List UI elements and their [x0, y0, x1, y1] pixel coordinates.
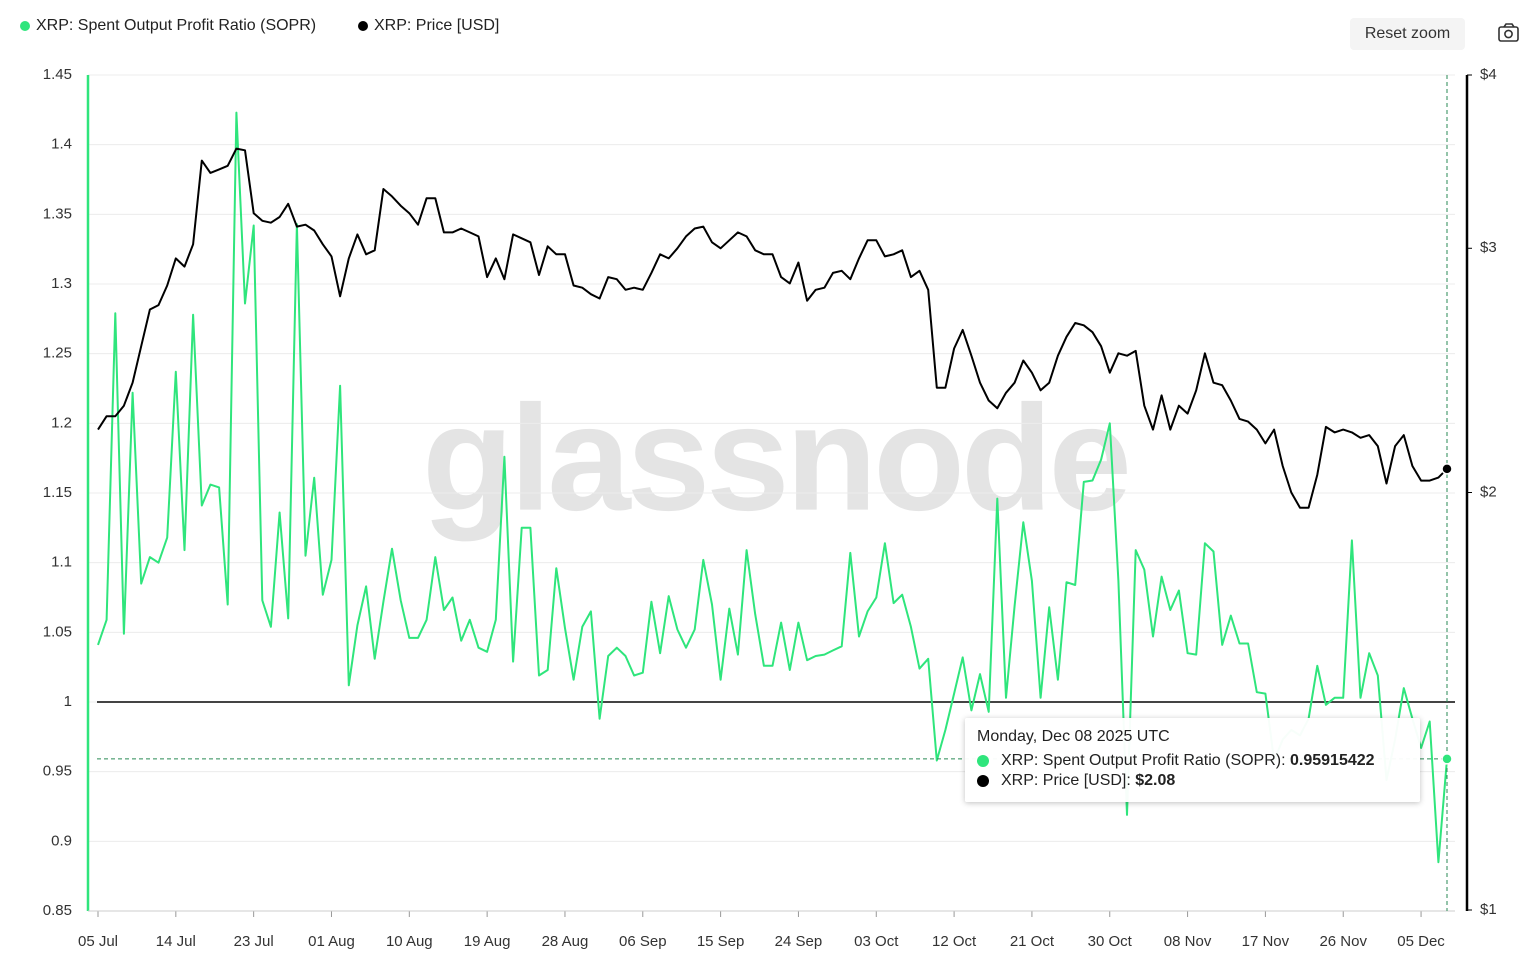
legend-label: XRP: Spent Output Profit Ratio (SOPR): [36, 17, 316, 34]
y-tick-label: 1.4: [51, 136, 72, 153]
y-tick-label: 0.9: [51, 832, 72, 849]
hover-point: [1441, 463, 1453, 475]
y2-tick-label: $4: [1480, 66, 1497, 83]
y2-tick-label: $1: [1480, 901, 1497, 918]
y-tick-label: 1.2: [51, 414, 72, 431]
x-tick-label: 05 Jul: [78, 933, 118, 950]
watermark: glassnode: [422, 374, 1128, 542]
y-tick-label: 1.15: [43, 484, 72, 501]
tooltip-value: $2.08: [1135, 772, 1176, 789]
series-line: [97, 147, 1448, 509]
x-tick-label: 01 Aug: [308, 933, 355, 950]
x-tick-label: 03 Oct: [854, 933, 899, 950]
tooltip-dot: [977, 775, 989, 787]
x-tick-label: 08 Nov: [1164, 933, 1212, 950]
x-tick-label: 26 Nov: [1319, 933, 1367, 950]
y-tick-label: 1.25: [43, 345, 72, 362]
y-tick-label: 1.45: [43, 66, 72, 83]
tooltip-row: XRP: Spent Output Profit Ratio (SOPR)0.9…: [977, 751, 1408, 771]
tooltip-dot: [977, 755, 989, 767]
y2-tick-label: $2: [1480, 483, 1497, 500]
x-tick-label: 30 Oct: [1088, 933, 1133, 950]
camera-icon[interactable]: [1498, 23, 1519, 42]
x-tick-label: 21 Oct: [1010, 933, 1055, 950]
y-tick-label: 0.85: [43, 902, 72, 919]
x-tick-label: 06 Sep: [619, 933, 667, 950]
y-tick-label: 1: [64, 693, 72, 710]
x-tick-label: 12 Oct: [932, 933, 977, 950]
tooltip-row: XRP: Price [USD]$2.08: [977, 771, 1408, 791]
y2-tick-label: $3: [1480, 239, 1497, 256]
y-tick-label: 1.35: [43, 205, 72, 222]
y-tick-label: 1.1: [51, 554, 72, 571]
legend-marker: [358, 21, 368, 31]
x-tick-label: 24 Sep: [775, 933, 823, 950]
x-tick-label: 15 Sep: [697, 933, 745, 950]
legend-marker: [20, 21, 30, 31]
x-tick-label: 23 Jul: [234, 933, 274, 950]
x-tick-label: 17 Nov: [1242, 933, 1290, 950]
x-tick-label: 19 Aug: [464, 933, 511, 950]
x-tick-label: 14 Jul: [156, 933, 196, 950]
tooltip-title: Monday, Dec 08 2025 UTC: [977, 728, 1170, 745]
y-tick-label: 0.95: [43, 763, 72, 780]
legend-label: XRP: Price [USD]: [374, 17, 499, 34]
tooltip-series-name: XRP: Price [USD]: [1001, 772, 1135, 790]
series-line: [97, 111, 1448, 864]
x-tick-label: 10 Aug: [386, 933, 433, 950]
legend-item[interactable]: XRP: Price [USD]: [358, 17, 499, 34]
y-tick-label: 1.05: [43, 623, 72, 640]
legend-item[interactable]: XRP: Spent Output Profit Ratio (SOPR): [20, 17, 316, 34]
x-tick-label: 05 Dec: [1397, 933, 1445, 950]
hover-point: [1441, 753, 1453, 765]
x-tick-label: 28 Aug: [542, 933, 589, 950]
tooltip: Monday, Dec 08 2025 UTC XRP: Spent Outpu…: [965, 718, 1420, 802]
reset-zoom-button[interactable]: Reset zoom: [1350, 18, 1465, 50]
y-tick-label: 1.3: [51, 275, 72, 292]
tooltip-value: 0.95915422: [1290, 752, 1375, 769]
tooltip-series-name: XRP: Spent Output Profit Ratio (SOPR): [1001, 752, 1290, 770]
